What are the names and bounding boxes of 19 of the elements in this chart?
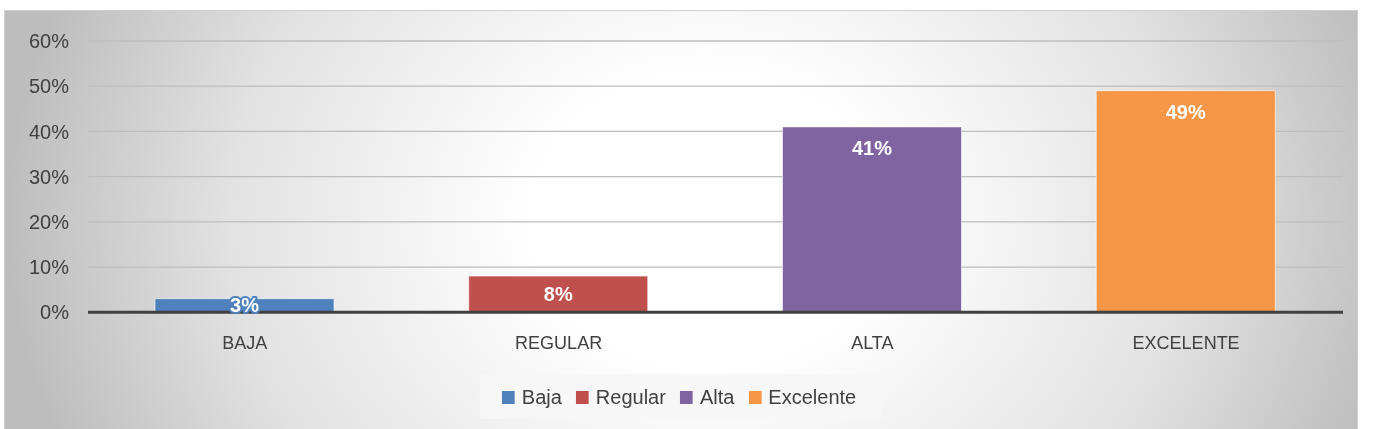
y-tick-label: 30% <box>28 165 70 188</box>
data-label: 49% <box>1165 100 1206 123</box>
x-tick-label: BAJA <box>222 333 268 354</box>
y-tick-label: 50% <box>28 75 70 98</box>
y-tick-label: 10% <box>28 256 70 279</box>
data-label: 3% <box>230 294 260 317</box>
y-tick-label: 60% <box>28 30 70 53</box>
legend-label: Excelente <box>768 386 857 408</box>
legend-label: Baja <box>521 386 562 408</box>
legend-label: Alta <box>699 386 735 408</box>
data-label: 41% <box>851 136 893 159</box>
x-tick-label: EXCELENTE <box>1132 333 1240 354</box>
x-tick-label: ALTA <box>851 333 894 354</box>
legend-label: Regular <box>595 386 666 408</box>
y-tick-label: 0% <box>40 301 70 324</box>
x-tick-label: REGULAR <box>515 333 603 354</box>
y-tick-label: 20% <box>28 210 70 233</box>
data-label: 8% <box>543 283 573 306</box>
y-tick-label: 40% <box>28 120 70 143</box>
